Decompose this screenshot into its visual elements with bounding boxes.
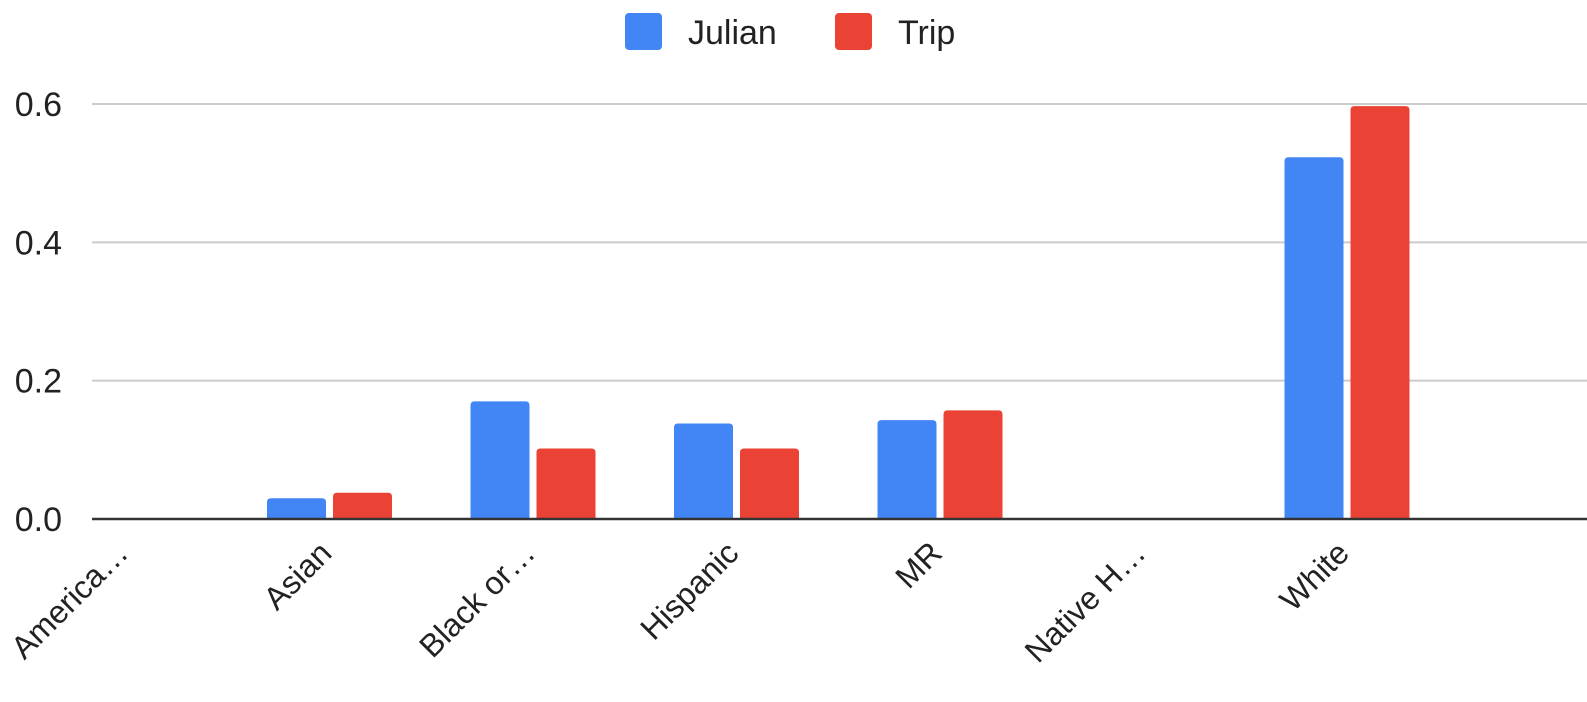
bar-julian-4 [877, 420, 937, 519]
bar-julian-1 [267, 498, 326, 519]
legend-swatch-trip [835, 13, 872, 50]
legend-label-trip: Trip [898, 14, 955, 52]
x-category-label: Native H… [1018, 534, 1153, 669]
axes: 0.0 0.2 0.4 0.6 America… Asian Black or… Hispan… [4, 86, 1587, 669]
y-tick-label: 0.6 [15, 86, 62, 124]
bar-julian-6 [1284, 157, 1344, 519]
bar-trip-6 [1350, 106, 1410, 519]
y-tick-label: 0.0 [15, 501, 62, 539]
x-category-label: Black or… [412, 534, 542, 664]
x-category-label: Hispanic [633, 534, 745, 646]
bar-julian-3 [674, 423, 733, 519]
bars [267, 106, 1410, 519]
bar-trip-1 [333, 492, 392, 519]
legend-swatch-julian [625, 13, 662, 50]
legend: Julian Trip [625, 13, 955, 52]
x-category-label: Asian [256, 534, 338, 616]
legend-label-julian: Julian [688, 14, 777, 52]
bar-trip-4 [943, 410, 1003, 519]
bar-trip-2 [536, 448, 596, 519]
x-category-label: White [1273, 534, 1356, 617]
x-category-label: MR [888, 534, 949, 595]
y-tick-label: 0.4 [15, 224, 62, 262]
y-tick-label: 0.2 [15, 363, 62, 401]
x-category-label: America… [4, 534, 135, 665]
bar-trip-3 [740, 448, 799, 519]
bar-julian-2 [470, 401, 530, 519]
